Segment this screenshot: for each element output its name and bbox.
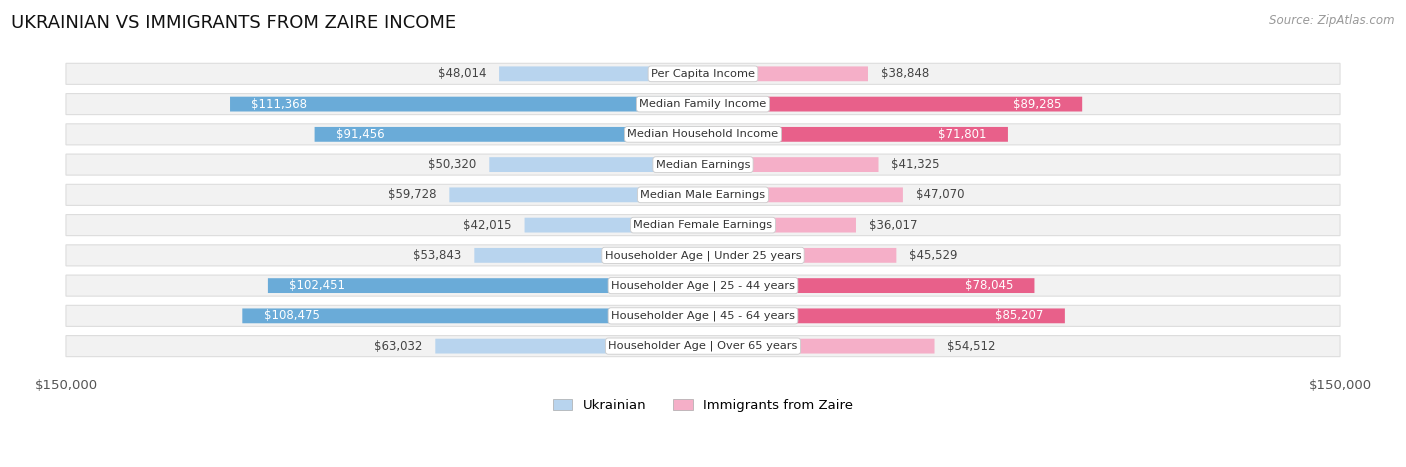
Text: $59,728: $59,728 xyxy=(388,188,437,201)
Text: $38,848: $38,848 xyxy=(880,67,929,80)
Text: $108,475: $108,475 xyxy=(263,309,319,322)
FancyBboxPatch shape xyxy=(66,275,1340,296)
Text: Householder Age | 45 - 64 years: Householder Age | 45 - 64 years xyxy=(612,311,794,321)
FancyBboxPatch shape xyxy=(66,245,1340,266)
FancyBboxPatch shape xyxy=(66,124,1340,145)
Text: $91,456: $91,456 xyxy=(336,128,384,141)
Text: $48,014: $48,014 xyxy=(437,67,486,80)
Text: Median Male Earnings: Median Male Earnings xyxy=(641,190,765,200)
FancyBboxPatch shape xyxy=(450,187,703,202)
Text: UKRAINIAN VS IMMIGRANTS FROM ZAIRE INCOME: UKRAINIAN VS IMMIGRANTS FROM ZAIRE INCOM… xyxy=(11,14,457,32)
Text: $54,512: $54,512 xyxy=(948,340,995,353)
FancyBboxPatch shape xyxy=(66,305,1340,326)
FancyBboxPatch shape xyxy=(703,97,1083,112)
Text: $78,045: $78,045 xyxy=(965,279,1014,292)
FancyBboxPatch shape xyxy=(242,308,703,323)
Text: Source: ZipAtlas.com: Source: ZipAtlas.com xyxy=(1270,14,1395,27)
Text: Median Household Income: Median Household Income xyxy=(627,129,779,139)
FancyBboxPatch shape xyxy=(66,93,1340,114)
FancyBboxPatch shape xyxy=(524,218,703,233)
Text: Householder Age | Under 25 years: Householder Age | Under 25 years xyxy=(605,250,801,261)
Text: $53,843: $53,843 xyxy=(413,249,461,262)
Text: $41,325: $41,325 xyxy=(891,158,939,171)
Text: $47,070: $47,070 xyxy=(915,188,965,201)
FancyBboxPatch shape xyxy=(315,127,703,142)
Legend: Ukrainian, Immigrants from Zaire: Ukrainian, Immigrants from Zaire xyxy=(547,394,859,418)
FancyBboxPatch shape xyxy=(703,339,935,354)
FancyBboxPatch shape xyxy=(499,66,703,81)
Text: Median Earnings: Median Earnings xyxy=(655,160,751,170)
Text: $45,529: $45,529 xyxy=(910,249,957,262)
FancyBboxPatch shape xyxy=(66,184,1340,205)
Text: $71,801: $71,801 xyxy=(938,128,987,141)
FancyBboxPatch shape xyxy=(703,308,1064,323)
Text: $89,285: $89,285 xyxy=(1012,98,1062,111)
Text: $63,032: $63,032 xyxy=(374,340,423,353)
Text: $85,207: $85,207 xyxy=(995,309,1043,322)
FancyBboxPatch shape xyxy=(66,64,1340,85)
FancyBboxPatch shape xyxy=(703,157,879,172)
FancyBboxPatch shape xyxy=(66,154,1340,175)
FancyBboxPatch shape xyxy=(66,336,1340,357)
Text: $102,451: $102,451 xyxy=(290,279,344,292)
FancyBboxPatch shape xyxy=(703,218,856,233)
Text: $42,015: $42,015 xyxy=(464,219,512,232)
Text: Median Family Income: Median Family Income xyxy=(640,99,766,109)
Text: Median Female Earnings: Median Female Earnings xyxy=(634,220,772,230)
FancyBboxPatch shape xyxy=(489,157,703,172)
FancyBboxPatch shape xyxy=(66,214,1340,236)
FancyBboxPatch shape xyxy=(703,187,903,202)
FancyBboxPatch shape xyxy=(269,278,703,293)
FancyBboxPatch shape xyxy=(436,339,703,354)
Text: Per Capita Income: Per Capita Income xyxy=(651,69,755,79)
Text: Householder Age | Over 65 years: Householder Age | Over 65 years xyxy=(609,341,797,351)
FancyBboxPatch shape xyxy=(703,278,1035,293)
Text: Householder Age | 25 - 44 years: Householder Age | 25 - 44 years xyxy=(612,280,794,291)
FancyBboxPatch shape xyxy=(703,66,868,81)
FancyBboxPatch shape xyxy=(231,97,703,112)
FancyBboxPatch shape xyxy=(703,248,897,263)
Text: $36,017: $36,017 xyxy=(869,219,917,232)
Text: $111,368: $111,368 xyxy=(252,98,308,111)
FancyBboxPatch shape xyxy=(474,248,703,263)
FancyBboxPatch shape xyxy=(703,127,1008,142)
Text: $50,320: $50,320 xyxy=(429,158,477,171)
